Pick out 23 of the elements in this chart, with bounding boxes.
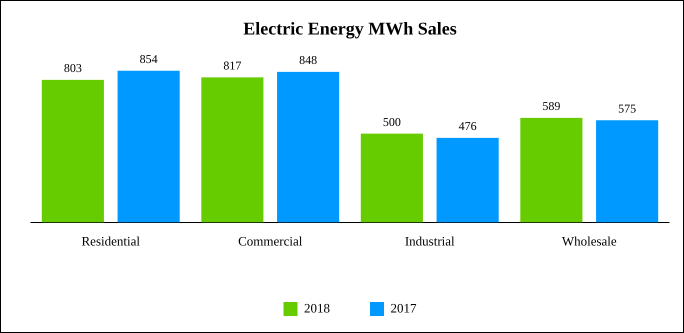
- x-tick-label: Residential: [82, 234, 140, 249]
- data-label: 848: [299, 52, 318, 67]
- data-label: 854: [140, 52, 158, 66]
- data-label: 500: [382, 114, 401, 129]
- data-label: 589: [542, 98, 560, 113]
- bar: [596, 120, 658, 222]
- bar: [277, 72, 340, 222]
- bar: [436, 138, 499, 222]
- x-tick-label: Wholesale: [562, 234, 617, 249]
- bar: [118, 70, 180, 222]
- bar: [42, 80, 104, 222]
- legend-label: 2018: [304, 300, 330, 316]
- bar: [360, 134, 423, 222]
- data-label: 476: [458, 119, 477, 134]
- bar: [201, 77, 264, 222]
- data-label: 575: [618, 101, 636, 116]
- chart-title: Electric Energy MWh Sales: [243, 18, 457, 38]
- legend-label: 2017: [390, 300, 417, 316]
- x-tick-label: Commercial: [238, 234, 303, 249]
- x-tick-label: Industrial: [404, 234, 456, 249]
- data-label: 803: [64, 60, 82, 75]
- data-label: 817: [223, 58, 242, 72]
- bar: [520, 118, 582, 222]
